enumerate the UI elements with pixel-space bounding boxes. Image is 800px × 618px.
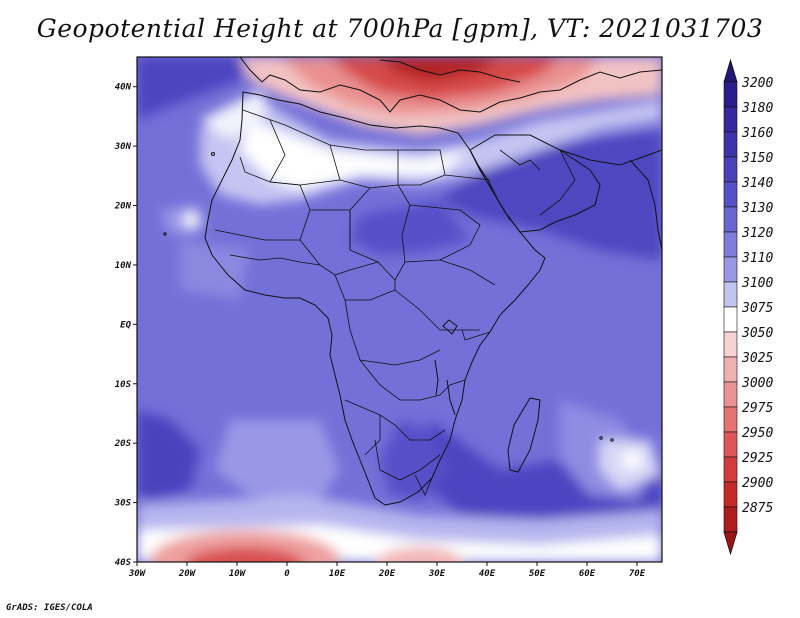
colorbar-swatch (723, 331, 738, 358)
colorbar-swatch (723, 281, 738, 308)
lon-tick-label: 20W (178, 569, 197, 579)
colorbar-swatch (723, 106, 738, 133)
lon-tick-label: 40E (479, 569, 496, 579)
colorbar-label: 3200 (741, 76, 773, 91)
colorbar-swatch (723, 156, 738, 183)
colorbar-label: 2875 (742, 501, 773, 516)
colorbar-swatch (723, 131, 738, 158)
colorbar-label: 3160 (741, 126, 773, 141)
lat-tick-label: 10S (115, 380, 132, 390)
lon-tick-label: 30E (428, 569, 446, 579)
country-borders (214, 109, 576, 496)
footer-credit: GrADS: IGES/COLA (6, 603, 93, 613)
colorbar-top-triangle (723, 58, 738, 83)
lon-tick-label: 10W (229, 569, 247, 579)
colorbar-label: 3110 (741, 251, 773, 266)
colorbar-swatch (723, 381, 738, 408)
colorbar-label: 3180 (741, 101, 773, 116)
colorbar-swatch (723, 306, 738, 333)
coastlines (163, 57, 662, 506)
colorbar-label: 3050 (741, 326, 773, 341)
colorbar-label: 2900 (742, 476, 773, 491)
colorbar-label: 3150 (741, 151, 773, 166)
colorbar-label: 3075 (741, 301, 773, 316)
lon-tick-label: 0 (284, 569, 290, 579)
lon-tick-label: 70E (629, 569, 646, 579)
colorbar-bottom-triangle (723, 531, 738, 556)
colorbar-label: 2950 (742, 426, 773, 441)
map-title: Geopotential Height at 700hPa [gpm], VT:… (36, 14, 764, 43)
colorbar-label: 3025 (741, 351, 773, 366)
colorbar-label: 2925 (742, 451, 773, 466)
colorbar-swatch (723, 206, 738, 233)
colorbar-label: 3120 (741, 226, 773, 241)
lat-tick-label: 30N (114, 142, 132, 152)
colorbar-swatch (723, 406, 738, 433)
colorbar-swatch (723, 481, 738, 508)
lat-tick-label: EQ (120, 320, 131, 330)
colorbar-label: 3100 (741, 276, 773, 291)
plot-frame (136, 56, 663, 563)
colorbar-label: 3140 (741, 176, 773, 191)
colorbar-swatch (723, 456, 738, 483)
lat-tick-label: 20N (114, 202, 132, 212)
colorbar-swatch (723, 231, 738, 258)
lon-tick-label: 50E (529, 569, 546, 579)
lat-tick-label: 30S (114, 499, 132, 509)
lon-tick-label: 60E (579, 569, 596, 579)
colorbar-label: 2975 (742, 401, 773, 416)
lon-tick-label: 10E (329, 569, 346, 579)
height-field (137, 57, 662, 562)
colorbar-label: 3000 (741, 376, 773, 391)
lat-tick-label: 10N (115, 261, 132, 271)
latitude-ticks: 40N 30N 20N 10N EQ 10S 20S 30S 40S (114, 83, 137, 568)
colorbar-swatch (723, 431, 738, 458)
colorbar-swatch (723, 81, 738, 108)
colorbar-label: 3130 (741, 201, 773, 216)
colorbar-swatch (723, 256, 738, 283)
lat-tick-label: 40N (115, 83, 132, 93)
colorbar-swatch (723, 181, 738, 208)
lat-tick-label: 20S (114, 439, 132, 449)
colorbar: 3200 3180 3160 3150 3140 3130 3120 3110 3100 3075… (723, 58, 773, 556)
colorbar-swatch (723, 356, 738, 383)
lon-tick-label: 30W (128, 569, 147, 579)
lon-tick-label: 20E (378, 569, 396, 579)
longitude-ticks: 30W 20W 10W 0 10E 20E 30E 40E 50E 60E 70E (128, 562, 646, 579)
colorbar-swatch (723, 506, 738, 533)
lat-tick-label: 40S (115, 558, 132, 568)
